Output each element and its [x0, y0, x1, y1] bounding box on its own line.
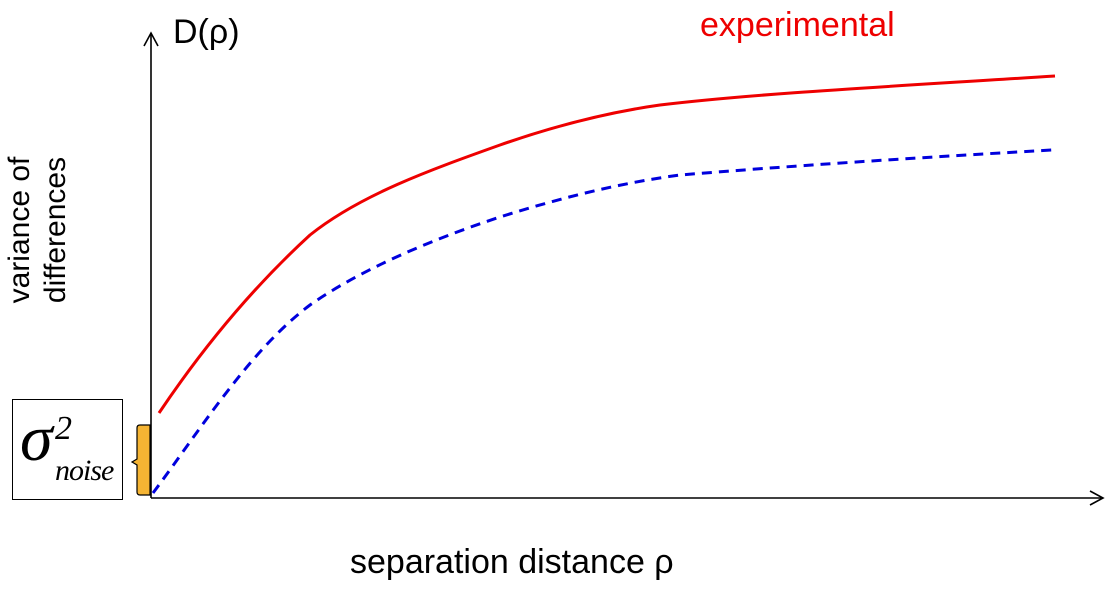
- experimental-curve: [157, 74, 1056, 414]
- noise-bracket: [130, 424, 151, 496]
- noise-subscript: noise: [55, 454, 114, 487]
- noise-variance-box: σ 2 noise: [12, 399, 123, 500]
- y-axis-label-line1: variance of: [3, 156, 36, 304]
- experimental-label: experimental: [700, 6, 895, 44]
- y-axis-symbol: D(ρ): [173, 13, 240, 51]
- x-axis-label: separation distance ρ: [350, 543, 674, 581]
- x-axis-arrowhead: [1089, 490, 1105, 506]
- y-axis-arrowhead: [143, 31, 159, 47]
- noise-superscript: 2: [55, 410, 72, 447]
- y-axis-label-line2: differences: [39, 156, 72, 304]
- dashed-curve: [151, 148, 1053, 494]
- noise-sigma: σ: [20, 402, 53, 475]
